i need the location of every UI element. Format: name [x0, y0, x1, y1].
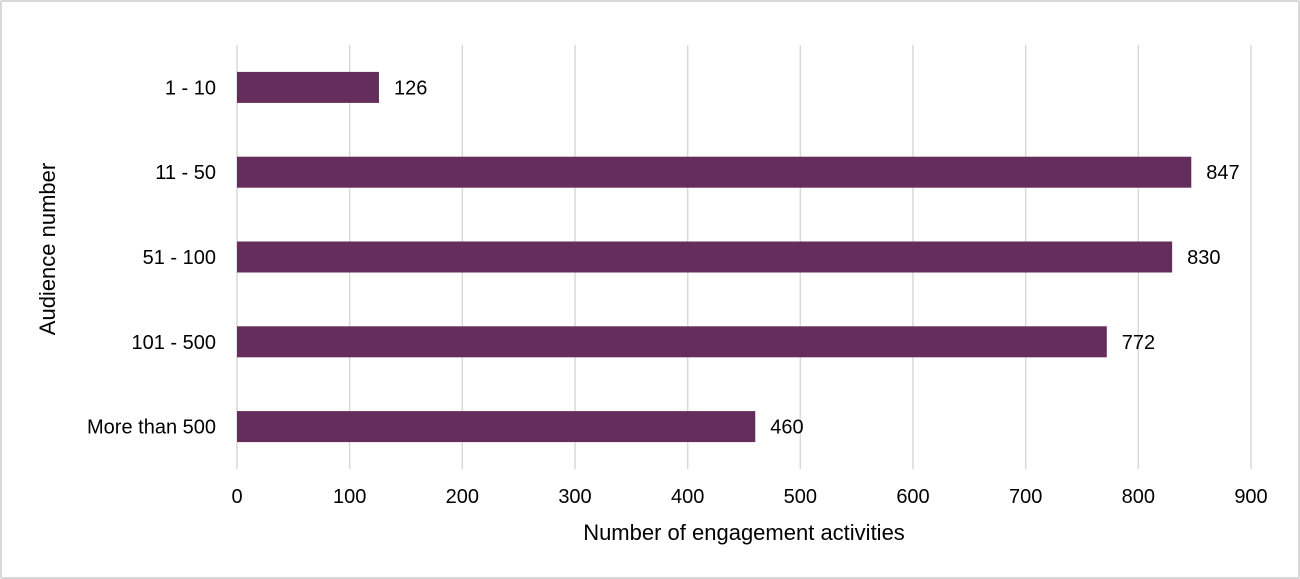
data-label: 460	[770, 417, 803, 439]
data-label: 126	[394, 77, 427, 99]
x-tick-label: 600	[896, 486, 929, 508]
x-tick-label: 200	[446, 486, 479, 508]
x-tick-label: 700	[1009, 486, 1042, 508]
x-tick-label: 900	[1234, 486, 1267, 508]
x-tick-label: 400	[671, 486, 704, 508]
y-tick-label: 101 - 500	[131, 332, 216, 354]
y-tick-label: 11 - 50	[155, 162, 216, 184]
y-tick-label: 1 - 10	[165, 77, 216, 99]
y-tick-label: 51 - 100	[143, 247, 216, 269]
bar	[237, 326, 1107, 358]
bar	[237, 71, 379, 103]
data-label: 772	[1122, 332, 1155, 354]
bar	[237, 411, 756, 443]
x-tick-label: 500	[784, 486, 817, 508]
x-tick-label: 100	[333, 486, 366, 508]
bar	[237, 241, 1173, 273]
x-tick-label: 0	[231, 486, 242, 508]
bar	[237, 156, 1192, 188]
x-axis-label: Number of engagement activities	[583, 520, 905, 545]
y-axis-label: Audience number	[35, 163, 60, 335]
y-tick-label: More than 500	[87, 417, 216, 439]
data-label: 847	[1206, 162, 1239, 184]
data-label: 830	[1187, 247, 1220, 269]
x-tick-label: 300	[558, 486, 591, 508]
x-tick-label: 800	[1122, 486, 1155, 508]
